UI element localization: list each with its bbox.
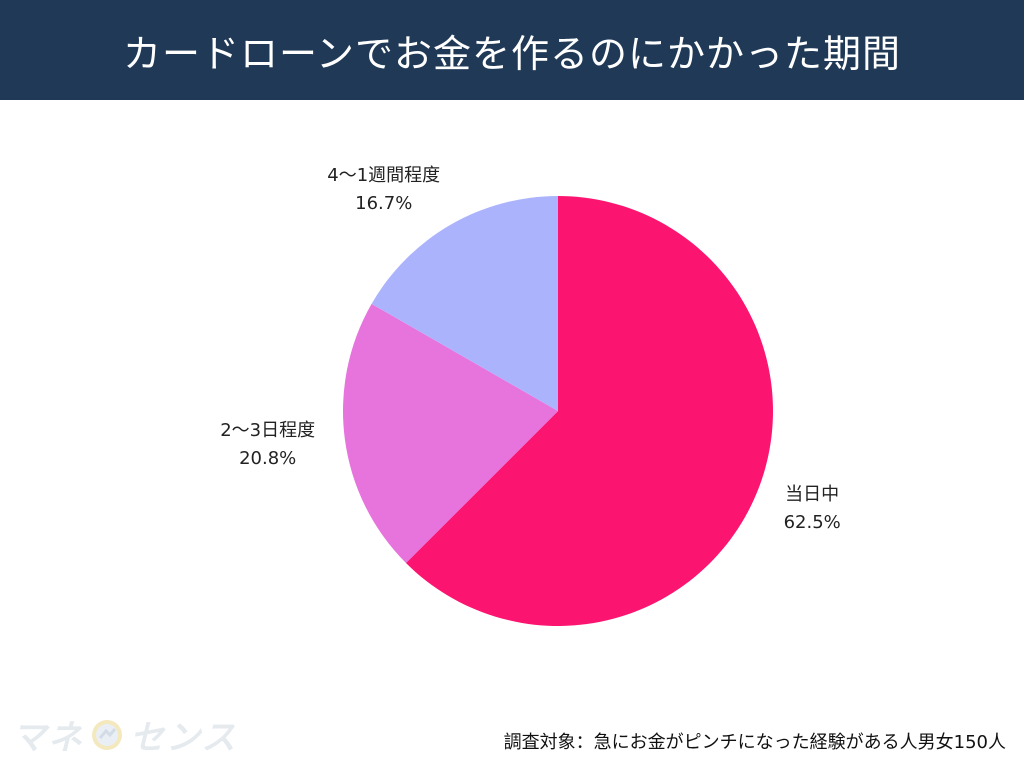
brand-logo: マネ センス [12, 710, 237, 759]
slice-label-2-3-days: 2〜3日程度 20.8% [220, 417, 315, 473]
slice-label-same-day: 当日中 62.5% [784, 481, 841, 537]
slice-2-3-days [343, 303, 558, 564]
slice-label-4-days-1-week: 4〜1週間程度 16.7% [327, 162, 440, 218]
survey-note: 調査対象：急にお金がピンチになった経験がある人男女150人 [503, 732, 1006, 753]
title-bar: カードローンでお金を作るのにかかった期間 [0, 0, 1024, 100]
pie-slices [343, 196, 773, 626]
chart-title: カードローンでお金を作るのにかかった期間 [122, 31, 902, 76]
coin-icon [92, 719, 122, 750]
slice-category: 当日中 [785, 483, 840, 505]
logo-text-left: マネ [12, 718, 84, 758]
slice-category: 2〜3日程度 [220, 419, 316, 441]
slice-percent: 20.8% [239, 447, 297, 469]
slice-percent: 16.7% [355, 193, 413, 215]
slice-4-days-1-week [371, 196, 558, 411]
slice-category: 4〜1週間程度 [327, 165, 441, 187]
slice-percent: 62.5% [783, 511, 841, 533]
logo-text-right: センス [130, 718, 238, 758]
slice-same-day [405, 196, 773, 626]
